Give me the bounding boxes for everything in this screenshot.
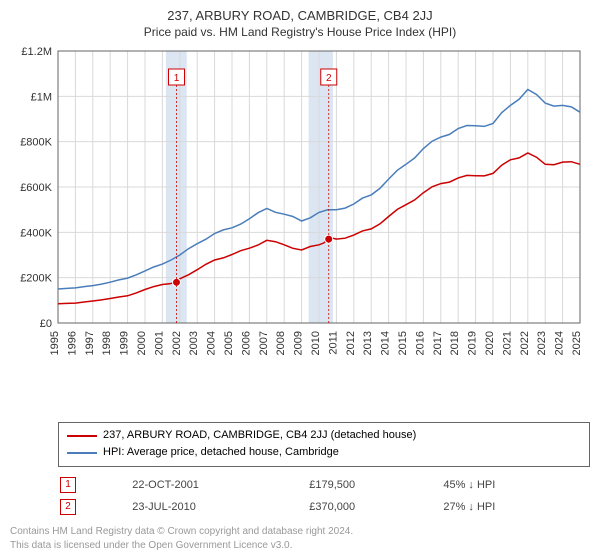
sale-badge: 2: [60, 499, 76, 515]
svg-text:2015: 2015: [397, 331, 409, 355]
svg-text:2014: 2014: [380, 331, 392, 355]
svg-text:1996: 1996: [66, 331, 78, 355]
svg-text:2000: 2000: [136, 331, 148, 355]
svg-text:2010: 2010: [310, 331, 322, 355]
svg-text:2: 2: [326, 73, 332, 84]
svg-text:1995: 1995: [49, 331, 61, 355]
svg-text:2013: 2013: [362, 331, 374, 355]
svg-text:2023: 2023: [536, 331, 548, 355]
svg-text:2001: 2001: [153, 331, 165, 355]
svg-text:1998: 1998: [101, 331, 113, 355]
svg-text:2002: 2002: [171, 331, 183, 355]
svg-text:2022: 2022: [519, 331, 531, 355]
svg-text:2025: 2025: [571, 331, 583, 355]
svg-text:2019: 2019: [467, 331, 479, 355]
svg-text:£400K: £400K: [20, 227, 52, 239]
table-row: 1 22-OCT-2001£179,50045% ↓ HPI: [60, 475, 588, 495]
footer-line1: Contains HM Land Registry data © Crown c…: [10, 525, 590, 539]
table-row: 2 23-JUL-2010£370,00027% ↓ HPI: [60, 497, 588, 517]
sale-badge: 1: [60, 477, 76, 493]
svg-text:1999: 1999: [119, 331, 131, 355]
svg-text:2003: 2003: [188, 331, 200, 355]
svg-text:2006: 2006: [240, 331, 252, 355]
sale-date: 23-JUL-2010: [132, 497, 307, 517]
legend: 237, ARBURY ROAD, CAMBRIDGE, CB4 2JJ (de…: [58, 422, 590, 467]
sale-vs-hpi: 45% ↓ HPI: [443, 475, 588, 495]
footer-line2: This data is licensed under the Open Gov…: [10, 539, 590, 553]
svg-text:2009: 2009: [293, 331, 305, 355]
page-title: 237, ARBURY ROAD, CAMBRIDGE, CB4 2JJ: [10, 8, 590, 23]
sale-price: £370,000: [309, 497, 441, 517]
svg-text:2021: 2021: [501, 331, 513, 355]
svg-text:2024: 2024: [554, 331, 566, 355]
svg-text:2008: 2008: [275, 331, 287, 355]
svg-text:2016: 2016: [414, 331, 426, 355]
svg-text:£600K: £600K: [20, 182, 52, 194]
page-subtitle: Price paid vs. HM Land Registry's House …: [10, 25, 590, 39]
sales-table: 1 22-OCT-2001£179,50045% ↓ HPI 2 23-JUL-201…: [58, 473, 590, 519]
line-chart: £0 £200K £400K £600K £800K £1M £1.2M 1995 1996 19…: [10, 45, 590, 365]
svg-text:1997: 1997: [84, 331, 96, 355]
chart-area: £0 £200K £400K £600K £800K £1M £1.2M 1995 1996 19…: [10, 45, 590, 414]
svg-text:2004: 2004: [206, 331, 218, 355]
svg-text:1: 1: [174, 73, 180, 84]
legend-item: 237, ARBURY ROAD, CAMBRIDGE, CB4 2JJ (de…: [67, 427, 581, 445]
svg-text:2020: 2020: [484, 331, 496, 355]
svg-text:2018: 2018: [449, 331, 461, 355]
svg-text:£1.2M: £1.2M: [21, 46, 52, 58]
svg-text:£200K: £200K: [20, 273, 52, 285]
legend-item: HPI: Average price, detached house, Camb…: [67, 444, 581, 462]
svg-text:£1M: £1M: [31, 91, 52, 103]
svg-text:2007: 2007: [258, 331, 270, 355]
svg-text:2011: 2011: [327, 331, 339, 355]
legend-label: 237, ARBURY ROAD, CAMBRIDGE, CB4 2JJ (de…: [103, 427, 416, 445]
legend-swatch: [67, 435, 97, 437]
legend-swatch: [67, 452, 97, 454]
svg-text:£0: £0: [40, 318, 52, 330]
sale-price: £179,500: [309, 475, 441, 495]
svg-text:2005: 2005: [223, 331, 235, 355]
svg-text:£800K: £800K: [20, 137, 52, 149]
footer-attribution: Contains HM Land Registry data © Crown c…: [10, 525, 590, 552]
sale-vs-hpi: 27% ↓ HPI: [443, 497, 588, 517]
legend-label: HPI: Average price, detached house, Camb…: [103, 444, 339, 462]
svg-text:2012: 2012: [345, 331, 357, 355]
sale-date: 22-OCT-2001: [132, 475, 307, 495]
svg-text:2017: 2017: [432, 331, 444, 355]
